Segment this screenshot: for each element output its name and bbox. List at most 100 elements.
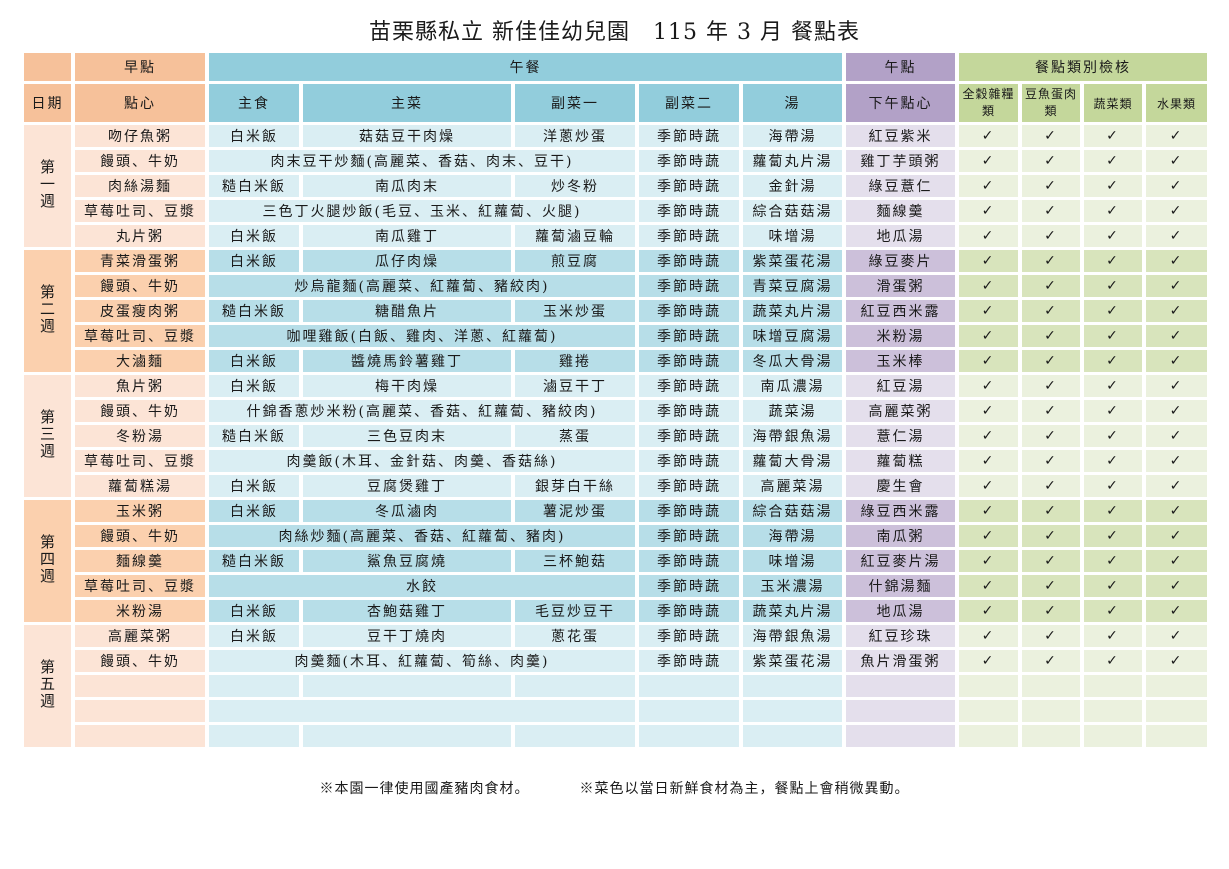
check-mark-icon: ✓ (981, 428, 996, 444)
check-mark-icon: ✓ (981, 478, 996, 494)
soup-cell: 海帶銀魚湯 (743, 425, 842, 447)
check-veg-cell: ✓ (1084, 525, 1142, 547)
soup-cell: 蔬菜丸片湯 (743, 600, 842, 622)
side2-cell (639, 675, 739, 697)
breakfast-cell: 高麗菜粥 (75, 625, 205, 647)
check-protein-cell: ✓ (1022, 650, 1080, 672)
check-mark-icon: ✓ (1169, 178, 1184, 194)
soup-cell: 味增湯 (743, 225, 842, 247)
check-veg-cell: ✓ (1084, 250, 1142, 272)
check-veg-cell: ✓ (1084, 500, 1142, 522)
check-grains-cell: ✓ (959, 450, 1018, 472)
side1-cell: 三杯鮑菇 (515, 550, 635, 572)
table-row: 草莓吐司、豆漿 水餃 季節時蔬 玉米濃湯 什錦湯麵 ✓ ✓ ✓ ✓ (24, 575, 1207, 597)
check-veg-cell: ✓ (1084, 625, 1142, 647)
main-dish-cell: 三色豆肉末 (303, 425, 511, 447)
breakfast-cell: 饅頭、牛奶 (75, 275, 205, 297)
check-mark-icon: ✓ (981, 603, 996, 619)
main-dish-cell: 冬瓜滷肉 (303, 500, 511, 522)
side2-cell: 季節時蔬 (639, 425, 739, 447)
check-mark-icon: ✓ (1044, 453, 1058, 469)
afternoon-snack-cell: 紅豆麥片湯 (846, 550, 955, 572)
check-fruit-cell (1146, 725, 1207, 747)
check-mark-icon: ✓ (1106, 128, 1120, 144)
side2-cell: 季節時蔬 (639, 475, 739, 497)
lunch-combined-cell: 咖哩雞飯(白飯、雞肉、洋蔥、紅蘿蔔) (209, 325, 635, 347)
breakfast-cell: 草莓吐司、豆漿 (75, 575, 205, 597)
side2-cell: 季節時蔬 (639, 300, 739, 322)
soup-cell: 蘿蔔丸片湯 (743, 150, 842, 172)
main-dish-cell: 糖醋魚片 (303, 300, 511, 322)
check-mark-icon: ✓ (981, 528, 996, 544)
header-group-lunch: 午餐 (209, 53, 842, 81)
table-row (24, 725, 1207, 747)
footer-note-pork: ※本園一律使用國產豬肉食材。 (319, 781, 530, 797)
check-mark-icon: ✓ (1044, 428, 1058, 444)
check-mark-icon: ✓ (1169, 528, 1184, 544)
table-row: 第四週 玉米粥 白米飯 冬瓜滷肉 薯泥炒蛋 季節時蔬 綜合菇菇湯 綠豆西米露 ✓ ✓ ✓ ✓ (24, 500, 1207, 622)
week-label-cell: 第四週 (24, 500, 71, 622)
side1-cell: 洋蔥炒蛋 (515, 125, 635, 147)
side2-cell (639, 725, 739, 747)
header-group-row: 早點 午餐 午點 餐點類別檢核 (24, 53, 1207, 81)
check-fruit-cell: ✓ (1146, 175, 1207, 197)
breakfast-cell: 饅頭、牛奶 (75, 150, 205, 172)
check-mark-icon: ✓ (1106, 553, 1120, 569)
check-mark-icon: ✓ (1106, 378, 1120, 394)
check-mark-icon: ✓ (1169, 228, 1184, 244)
check-grains-cell: ✓ (959, 225, 1018, 247)
check-fruit-cell: ✓ (1146, 200, 1207, 222)
afternoon-snack-cell: 綠豆麥片 (846, 250, 955, 272)
check-fruit-cell: ✓ (1146, 450, 1207, 472)
check-mark-icon: ✓ (1044, 253, 1058, 269)
check-mark-icon: ✓ (1169, 378, 1184, 394)
afternoon-snack-cell: 高麗菜粥 (846, 400, 955, 422)
check-protein-cell: ✓ (1022, 250, 1080, 272)
check-mark-icon: ✓ (981, 203, 996, 219)
check-mark-icon: ✓ (1106, 603, 1120, 619)
check-mark-icon: ✓ (1169, 578, 1184, 594)
header-fruit: 水果類 (1146, 84, 1207, 122)
footer-note-variation: ※菜色以當日新鮮食材為主，餐點上會稍微異動。 (579, 781, 910, 797)
afternoon-snack-cell: 什錦湯麵 (846, 575, 955, 597)
check-mark-icon: ✓ (1106, 228, 1120, 244)
main-dish-cell: 菇菇豆干肉燥 (303, 125, 511, 147)
soup-cell: 金針湯 (743, 175, 842, 197)
table-row: 第一週 吻仔魚粥 白米飯 菇菇豆干肉燥 洋蔥炒蛋 季節時蔬 海帶湯 紅豆紫米 ✓ ✓ ✓ ✓ (24, 125, 1207, 247)
check-protein-cell: ✓ (1022, 575, 1080, 597)
lunch-combined-cell: 三色丁火腿炒飯(毛豆、玉米、紅蘿蔔、火腿) (209, 200, 635, 222)
check-grains-cell (959, 700, 1018, 722)
main-dish-cell: 醬燒馬鈴薯雞丁 (303, 350, 511, 372)
breakfast-cell: 米粉湯 (75, 600, 205, 622)
check-grains-cell: ✓ (959, 575, 1018, 597)
check-mark-icon: ✓ (1044, 628, 1058, 644)
check-mark-icon: ✓ (1169, 603, 1184, 619)
check-mark-icon: ✓ (1044, 578, 1058, 594)
check-protein-cell: ✓ (1022, 400, 1080, 422)
breakfast-cell: 丸片粥 (75, 225, 205, 247)
soup-cell: 紫菜蛋花湯 (743, 250, 842, 272)
check-mark-icon: ✓ (981, 553, 996, 569)
check-protein-cell (1022, 700, 1080, 722)
soup-cell: 高麗菜湯 (743, 475, 842, 497)
check-veg-cell (1084, 700, 1142, 722)
check-mark-icon: ✓ (981, 153, 996, 169)
side2-cell: 季節時蔬 (639, 625, 739, 647)
side2-cell: 季節時蔬 (639, 375, 739, 397)
check-mark-icon: ✓ (1106, 153, 1120, 169)
afternoon-snack-cell: 紅豆湯 (846, 375, 955, 397)
check-veg-cell: ✓ (1084, 300, 1142, 322)
soup-cell: 蔬菜湯 (743, 400, 842, 422)
table-row: 草莓吐司、豆漿 咖哩雞飯(白飯、雞肉、洋蔥、紅蘿蔔) 季節時蔬 味增豆腐湯 米粉湯 ✓ ✓ ✓… (24, 325, 1207, 347)
main-dish-cell (303, 675, 511, 697)
check-protein-cell: ✓ (1022, 175, 1080, 197)
side1-cell: 雞捲 (515, 350, 635, 372)
check-protein-cell: ✓ (1022, 625, 1080, 647)
breakfast-cell: 草莓吐司、豆漿 (75, 450, 205, 472)
side2-cell: 季節時蔬 (639, 600, 739, 622)
soup-cell (743, 700, 842, 722)
afternoon-snack-cell: 地瓜湯 (846, 225, 955, 247)
table-row: 饅頭、牛奶 什錦香蔥炒米粉(高麗菜、香菇、紅蘿蔔、豬絞肉) 季節時蔬 蔬菜湯 高麗菜粥 ✓… (24, 400, 1207, 422)
table-row: 草莓吐司、豆漿 肉羹飯(木耳、金針菇、肉羹、香菇絲) 季節時蔬 蘿蔔大骨湯 蘿蔔糕 ✓ ✓ ✓… (24, 450, 1207, 472)
menu-body: 第一週 吻仔魚粥 白米飯 菇菇豆干肉燥 洋蔥炒蛋 季節時蔬 海帶湯 紅豆紫米 ✓ ✓ ✓ ✓ 饅頭、牛奶… (24, 125, 1207, 747)
